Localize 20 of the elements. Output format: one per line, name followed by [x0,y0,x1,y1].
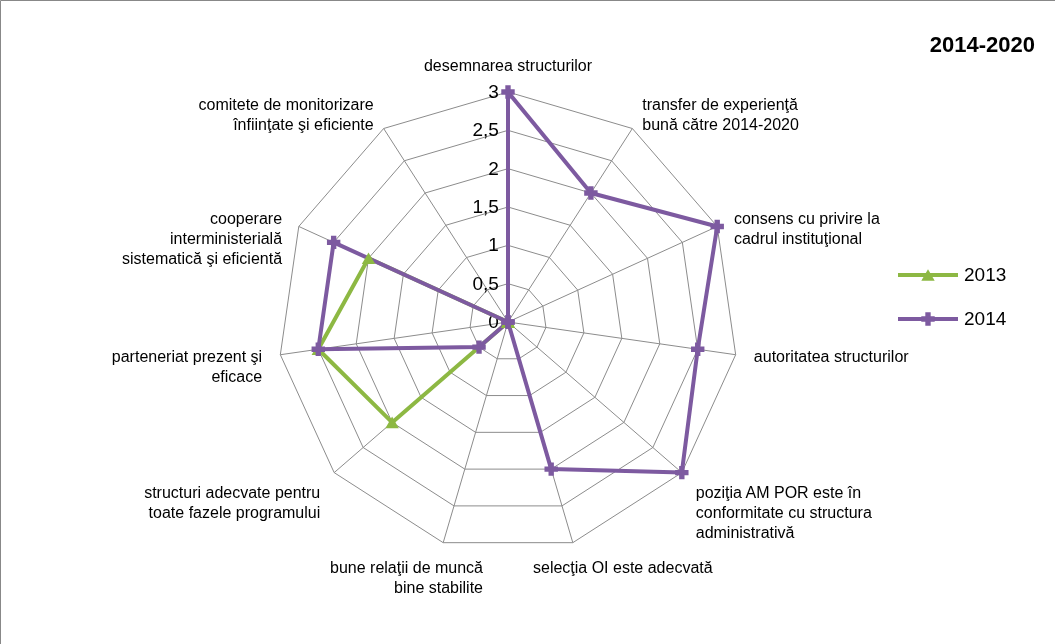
y-tick-label: 0,5 [472,272,499,294]
spoke-label: bune relaţii de muncă bine stabilite [330,559,484,597]
y-tick-label: 3 [488,81,499,102]
spoke-label: poziţia AM POR este în conformitate cu structura administrativă [695,483,872,541]
chart-title: 2014-2020 [929,32,1035,57]
y-tick-label: 1 [488,234,499,256]
y-tick-label: 2 [488,157,499,179]
spoke-label: parteneriat prezent şi eficace [111,348,263,386]
spoke-label: consens cu privire la cadrul instituţional [733,209,880,247]
spoke-label: desemnarea structurilor [423,56,593,74]
legend-label: 2014 [964,308,1007,329]
spoke-label: structuri adecvate pentru toate fazele programului [144,483,321,521]
spoke-label: comitete de monitorizare înfiinţate şi eficiente [198,96,374,134]
legend-label: 2013 [964,264,1007,285]
spoke-label: cooperare interministerială sistematică şi eficientă [121,209,283,267]
y-tick-label: 2,5 [472,119,499,141]
spoke-label: autoritatea structurilor [753,348,910,366]
spoke-label: selecţia OI este adecvată [532,559,713,577]
spoke-label: transfer de experienţă bună către 2014-2020 [642,96,799,134]
y-tick-label: 1,5 [472,196,499,217]
